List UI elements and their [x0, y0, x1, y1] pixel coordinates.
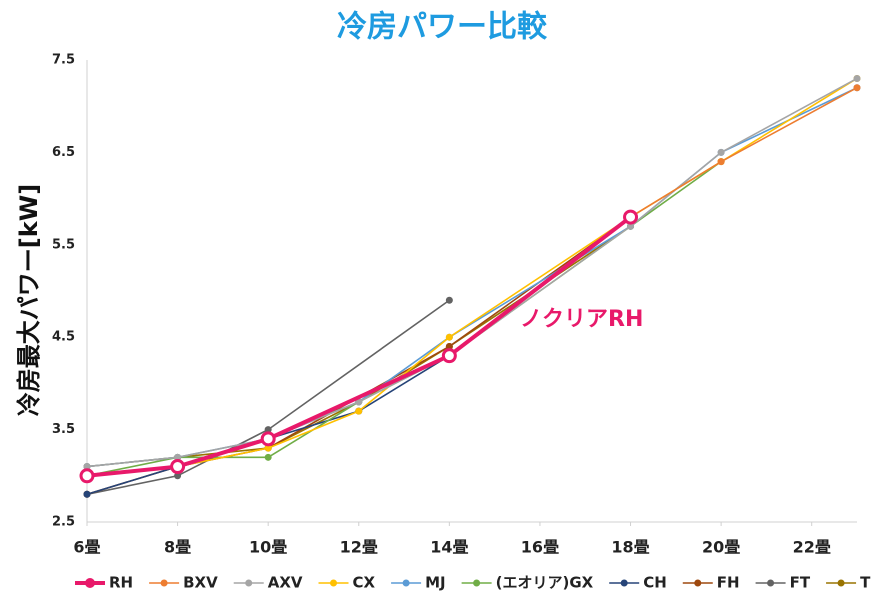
series-line [86, 215, 632, 478]
data-point [853, 74, 861, 82]
data-point [264, 444, 272, 452]
data-point [83, 463, 91, 471]
data-point [853, 84, 861, 92]
x-tick-label: 22畳 [793, 538, 831, 557]
data-point [79, 468, 95, 484]
annotation: ノクリアRH [520, 307, 643, 332]
series-line [86, 86, 858, 468]
series-line [86, 77, 858, 477]
data-point [264, 453, 272, 461]
data-point [174, 453, 182, 461]
legend-marker [160, 579, 168, 587]
data-point [174, 472, 182, 480]
data-point [441, 348, 457, 364]
legend-label: (エオリア)GX [496, 574, 594, 592]
legend-marker [330, 579, 338, 587]
legend-label: CH [643, 574, 667, 592]
x-tick-label: 12畳 [340, 538, 378, 557]
legend-label: MJ [425, 574, 446, 592]
legend-label: FT [790, 574, 811, 592]
legend-marker [837, 579, 845, 587]
data-point [717, 158, 725, 166]
data-point [445, 296, 453, 304]
legend-marker [767, 579, 775, 587]
legend-label: T [860, 574, 871, 592]
y-axis-label: 冷房最大パワー[kW] [15, 184, 43, 416]
x-tick-label: 8畳 [164, 538, 191, 557]
x-tick-label: 18畳 [611, 538, 649, 557]
x-tick-label: 20畳 [702, 538, 740, 557]
data-point [260, 431, 276, 447]
legend-marker [85, 578, 95, 588]
legend-label: RH [109, 574, 133, 592]
data-point [717, 148, 725, 156]
data-point [627, 222, 635, 230]
data-point [445, 342, 453, 350]
legend-marker [694, 579, 702, 587]
data-point [170, 459, 186, 475]
y-tick-label: 2.5 [52, 515, 75, 530]
x-tick-label: 14畳 [430, 538, 468, 557]
data-point [623, 209, 639, 225]
legend-marker [402, 579, 410, 587]
x-tick-label: 10畳 [249, 538, 287, 557]
legend-label: BXV [183, 574, 218, 592]
data-point [264, 426, 272, 434]
y-tick-label: 7.5 [52, 53, 75, 68]
chart-title: 冷房パワー比較 [337, 10, 548, 45]
y-tick-label: 3.5 [52, 422, 75, 437]
legend-label: CX [353, 574, 376, 592]
data-point [355, 407, 363, 415]
y-tick-label: 5.5 [52, 237, 75, 252]
series-line [86, 225, 631, 468]
legend-label: FH [717, 574, 740, 592]
data-point [83, 490, 91, 498]
series-line [86, 216, 632, 496]
series-line [86, 77, 858, 468]
y-tick-label: 6.5 [52, 145, 75, 160]
legend-marker [473, 579, 481, 587]
legend-label: AXV [268, 574, 303, 592]
legend-marker [245, 579, 253, 587]
legend-marker [620, 579, 628, 587]
y-tick-label: 4.5 [52, 330, 75, 345]
series-line [86, 87, 858, 477]
series-line [86, 216, 631, 496]
x-tick-label: 6畳 [73, 538, 100, 557]
x-tick-label: 16畳 [521, 538, 559, 557]
data-point [445, 333, 453, 341]
